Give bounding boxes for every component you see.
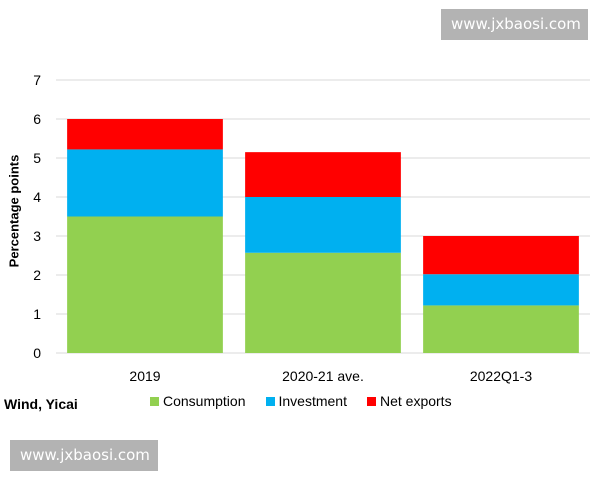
legend-swatch bbox=[150, 396, 159, 406]
x-tick-label: 2020-21 ave. bbox=[282, 368, 364, 384]
legend-item: Consumption bbox=[150, 393, 246, 409]
y-tick-labels: 0 1 2 3 4 5 6 7 bbox=[33, 72, 41, 361]
x-tick-label: 2019 bbox=[129, 368, 160, 384]
legend-item: Investment bbox=[265, 393, 347, 409]
watermark-top: www.jxbaosi.com bbox=[441, 9, 588, 40]
bars bbox=[67, 119, 579, 353]
bar-consumption bbox=[423, 305, 579, 353]
legend-item: Net exports bbox=[366, 393, 452, 409]
watermark-bottom: www.jxbaosi.com bbox=[10, 440, 158, 471]
legend-label: Consumption bbox=[163, 393, 246, 409]
y-tick-label: 6 bbox=[33, 111, 41, 127]
y-tick-label: 7 bbox=[33, 72, 41, 88]
y-axis-label: Percentage points bbox=[6, 154, 22, 268]
bar-net-exports bbox=[245, 152, 401, 197]
bar-investment bbox=[423, 274, 579, 306]
legend-label: Investment bbox=[278, 393, 347, 409]
bar-consumption bbox=[245, 252, 401, 353]
y-tick-label: 0 bbox=[33, 345, 41, 361]
bar-investment bbox=[245, 197, 401, 253]
bar-consumption bbox=[67, 216, 223, 353]
y-tick-label: 3 bbox=[33, 228, 41, 244]
legend-swatch bbox=[366, 396, 376, 406]
legend: Consumption Investment Net exports bbox=[150, 392, 472, 410]
y-tick-label: 5 bbox=[33, 150, 41, 166]
x-tick-labels: 2019 2020-21 ave. 2022Q1-3 bbox=[129, 368, 532, 384]
legend-label: Net exports bbox=[379, 393, 452, 409]
bar-net-exports bbox=[67, 119, 223, 150]
x-tick-label: 2022Q1-3 bbox=[470, 368, 532, 384]
bar-investment bbox=[67, 149, 223, 217]
source-label: Wind, Yicai bbox=[4, 396, 78, 412]
y-tick-label: 1 bbox=[33, 306, 41, 322]
legend-swatch bbox=[265, 396, 275, 406]
y-tick-label: 4 bbox=[33, 189, 41, 205]
bar-net-exports bbox=[423, 236, 579, 275]
y-tick-label: 2 bbox=[33, 267, 41, 283]
